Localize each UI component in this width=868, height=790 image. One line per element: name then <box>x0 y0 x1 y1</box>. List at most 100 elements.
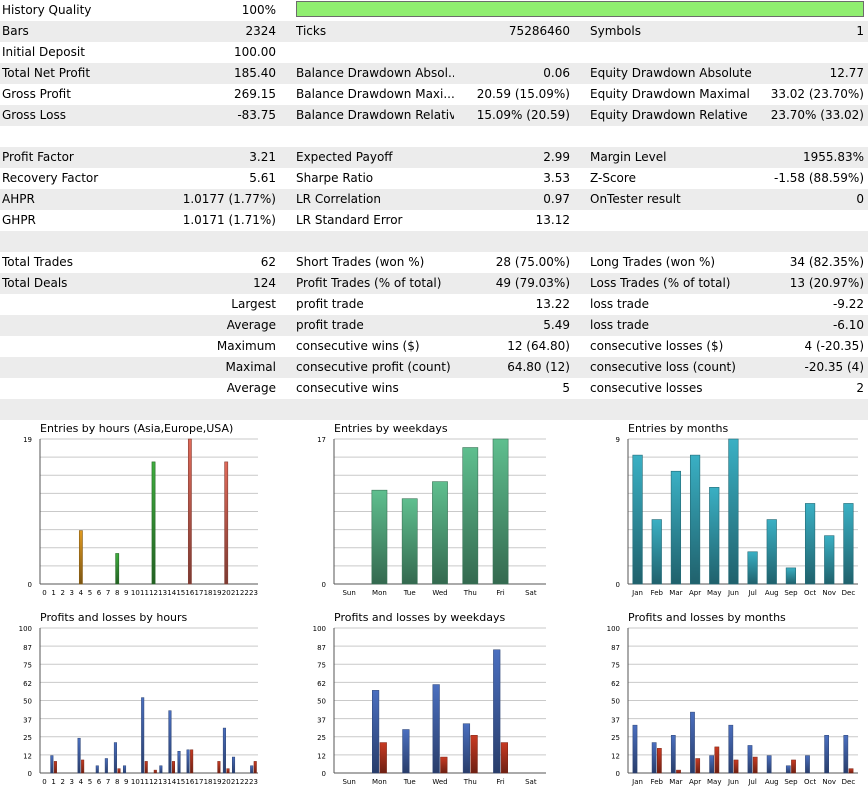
profit-bar <box>632 724 638 774</box>
stat-label: Balance Drawdown Maxi... <box>296 87 454 101</box>
y-tick-label: 100 <box>19 625 32 633</box>
profit-bar <box>747 745 753 774</box>
stats-row: Average consecutive wins 5 consecutive loss… <box>0 378 868 399</box>
x-tick-label: 7 <box>106 778 110 786</box>
y-tick-label: 25 <box>611 734 620 742</box>
stat-value: 5.61 <box>249 171 276 185</box>
loss-bar <box>733 759 739 774</box>
x-tick-label: 1 <box>51 778 55 786</box>
y-tick-label: 50 <box>23 698 32 706</box>
stats-row: Initial Deposit 100.00 <box>0 42 868 63</box>
chart-title: Entries by weekdays <box>334 422 448 435</box>
stats-row: Maximal consecutive profit (count) 64.80 (… <box>0 357 868 378</box>
stat-value: 5 <box>562 381 570 395</box>
stat-value: 3.21 <box>249 150 276 164</box>
stat-value: 2324 <box>245 24 276 38</box>
y-tick-label: 87 <box>23 644 32 652</box>
y-tick-label: 12 <box>317 753 326 761</box>
stat-value: 100.00 <box>234 45 276 59</box>
history-quality-bar <box>296 1 864 17</box>
x-tick-label: Aug <box>765 589 779 597</box>
x-tick-label: May <box>707 589 721 597</box>
stat-value <box>454 126 570 147</box>
stat-value: 124 <box>253 276 276 290</box>
x-tick-label: Aug <box>765 778 779 786</box>
x-tick-label: 12 <box>149 778 158 786</box>
y-tick-label: 50 <box>611 698 620 706</box>
stat-label: AHPR <box>2 192 35 206</box>
x-tick-label: 17 <box>194 589 203 597</box>
history-quality-row: History Quality 100% <box>0 0 868 21</box>
stat-value: -9.22 <box>832 297 864 311</box>
loss-bar <box>226 768 230 774</box>
stat-label: Short Trades (won %) <box>296 255 425 269</box>
x-tick-label: 9 <box>124 778 128 786</box>
stat-label: profit trade <box>296 297 364 311</box>
stat-label: Long Trades (won %) <box>590 255 716 269</box>
stat-value: 3.53 <box>543 171 570 185</box>
x-tick-label: Sep <box>784 778 798 786</box>
stat-value: -20.35 (4) <box>804 360 865 374</box>
stat-value: 2 <box>856 381 864 395</box>
stat-group-label: Average <box>226 381 276 395</box>
x-tick-label: Thu <box>463 778 477 786</box>
x-tick-label: Feb <box>651 778 664 786</box>
bar <box>492 438 509 585</box>
bar <box>187 438 192 585</box>
y-tick-label: 62 <box>23 680 32 688</box>
stat-value: 13.12 <box>535 213 570 227</box>
x-tick-label: 13 <box>158 778 167 786</box>
x-tick-label: Jun <box>727 778 739 786</box>
stat-label: Ticks <box>296 24 327 38</box>
x-tick-label: Apr <box>689 589 701 597</box>
stat-value: 20.59 (15.09%) <box>476 87 570 101</box>
stat-label <box>296 399 454 420</box>
stat-label: Total Net Profit <box>2 66 91 80</box>
y-tick-label: 100 <box>313 625 326 633</box>
stat-label: Gross Loss <box>2 108 66 122</box>
stat-label: Equity Drawdown Maximal <box>590 87 750 101</box>
x-tick-label: Apr <box>689 778 701 786</box>
x-tick-label: 2 <box>60 778 64 786</box>
bar <box>115 553 120 585</box>
stat-value: 64.80 (12) <box>507 360 570 374</box>
y-tick-label: 37 <box>23 716 32 724</box>
x-tick-label: 18 <box>204 589 213 597</box>
profit-bar <box>728 724 734 774</box>
stat-label: LR Correlation <box>296 192 382 206</box>
history-quality-fill <box>297 2 863 16</box>
stat-label: Sharpe Ratio <box>296 171 374 185</box>
profit-bar <box>462 723 471 774</box>
x-tick-label: Sun <box>342 589 355 597</box>
stat-value: 4 (-20.35) <box>804 339 865 353</box>
x-tick-label: 6 <box>97 778 102 786</box>
y-tick-label: 87 <box>317 644 326 652</box>
y-tick-label: 87 <box>611 644 620 652</box>
stats-row: GHPR 1.0171 (1.71%) LR Standard Error 13.12 <box>0 210 868 231</box>
stat-label <box>296 42 454 63</box>
history-quality-label: History Quality <box>2 3 92 17</box>
x-tick-label: 4 <box>79 589 84 597</box>
x-tick-label: 15 <box>176 589 185 597</box>
loss-bar <box>500 742 508 774</box>
x-tick-label: 0 <box>42 778 46 786</box>
x-tick-label: 1 <box>51 589 55 597</box>
stats-row: Recovery Factor 5.61 Sharpe Ratio 3.53 Z-Sco… <box>0 168 868 189</box>
stat-value <box>700 42 864 63</box>
stat-value: 28 (75.00%) <box>495 255 570 269</box>
stat-group-label: Largest <box>231 297 276 311</box>
profit-bar <box>95 765 99 774</box>
profit-bar <box>250 765 254 774</box>
x-tick-label: 14 <box>167 589 176 597</box>
loss-bar <box>153 769 157 774</box>
stat-value: 0.97 <box>543 192 570 206</box>
stats-row <box>0 399 868 420</box>
x-tick-label: Wed <box>432 778 447 786</box>
x-tick-label: 23 <box>249 589 258 597</box>
y-tick-label: 19 <box>23 436 32 444</box>
x-tick-label: Tue <box>403 778 416 786</box>
x-tick-label: 21 <box>231 778 240 786</box>
chart-title: Profits and losses by hours <box>40 611 188 624</box>
loss-bar <box>848 768 854 774</box>
stats-row: Maximum consecutive wins ($) 12 (64.80) con… <box>0 336 868 357</box>
